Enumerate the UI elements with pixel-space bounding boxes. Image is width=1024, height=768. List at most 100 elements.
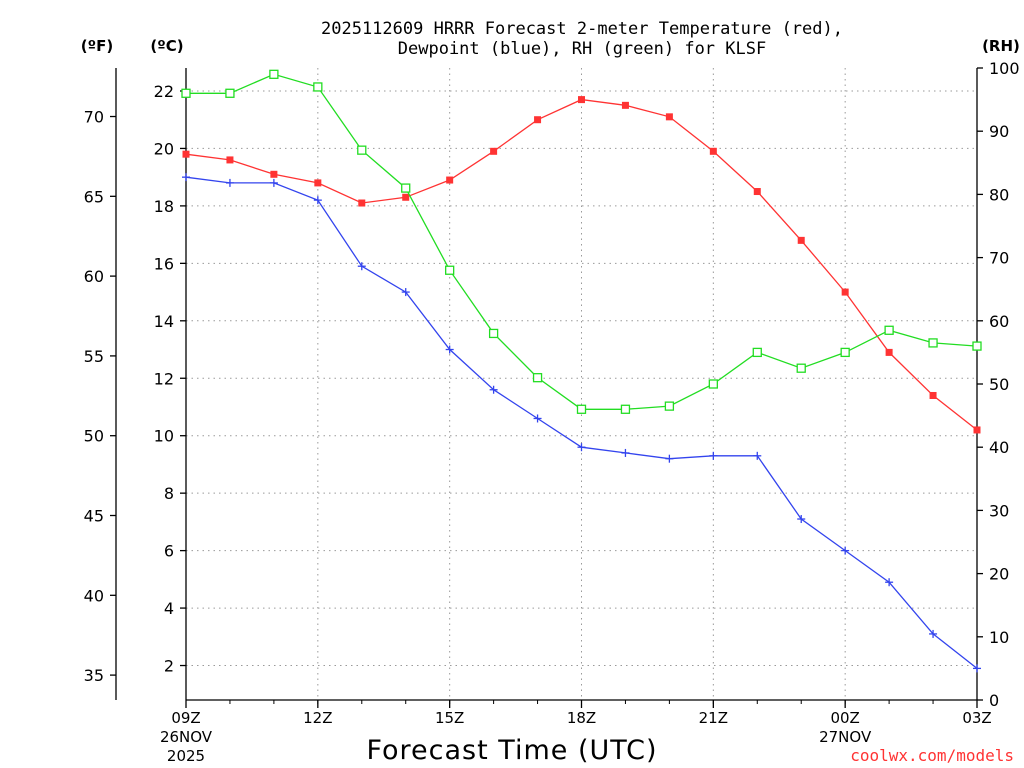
dewpoint-point [885, 578, 894, 587]
temperature-point [753, 188, 761, 196]
rh-point [576, 404, 587, 414]
chart-title-line-1: 2025112609 HRRR Forecast 2-meter Tempera… [321, 19, 843, 39]
dewpoint-point [182, 173, 190, 182]
celsius-tick-label: 20 [154, 139, 174, 158]
temperature-point [973, 426, 981, 434]
temperature-point [929, 391, 937, 399]
dewpoint-point [577, 443, 586, 452]
x-tick-date: 26NOV [160, 728, 213, 746]
dewpoint-point [357, 262, 366, 271]
celsius-axis: 2 4 6 8 10 12 14 16 18 20 22 [154, 82, 186, 676]
dewpoint-point [225, 178, 234, 187]
fahrenheit-tick-label: 70 [84, 108, 104, 127]
x-tick-label: 21Z [699, 709, 728, 727]
x-tick-label: 15Z [435, 709, 464, 727]
temperature-point [314, 179, 322, 187]
x-tick-date: 27NOV [819, 728, 872, 746]
celsius-tick-label: 8 [164, 484, 174, 503]
temperature-point [841, 288, 849, 296]
chart-title-line-2: Dewpoint (blue), RH (green) for KLSF [398, 39, 766, 59]
rh-point [796, 363, 806, 373]
rh-point [225, 88, 235, 98]
x-tick-label: 12Z [303, 709, 332, 727]
dewpoint-point [709, 451, 718, 460]
rh-point [752, 347, 762, 358]
temperature-point [270, 170, 278, 178]
rh-point [269, 69, 279, 79]
temperature-point [402, 193, 410, 201]
rh-tick-label: 90 [989, 122, 1009, 141]
rh-tick-label: 20 [989, 565, 1009, 584]
rh-point [357, 145, 367, 155]
rh-tick-label: 80 [989, 185, 1009, 204]
rh-point [313, 82, 323, 92]
celsius-tick-label: 22 [154, 82, 174, 101]
celsius-tick-label: 14 [154, 312, 174, 331]
temperature-point [665, 113, 673, 121]
fahrenheit-tick-label: 60 [84, 267, 104, 286]
temperature-point [797, 236, 805, 244]
rh-axis: 0 10 20 30 40 50 60 70 80 90 100 [977, 59, 1020, 710]
series-layer [181, 69, 982, 673]
rh-point [401, 183, 411, 193]
rh-point [664, 401, 675, 411]
dewpoint-point [841, 546, 850, 555]
dewpoint-point [533, 414, 542, 423]
rh-axis-label: (RH) [982, 37, 1020, 55]
celsius-tick-label: 6 [164, 542, 174, 561]
rh-tick-label: 30 [989, 501, 1009, 520]
fahrenheit-tick-label: 65 [84, 187, 104, 206]
temperature-point [490, 147, 498, 155]
dewpoint-point [489, 385, 498, 394]
celsius-axis-label: (ºC) [150, 37, 183, 55]
dewpoint-point [269, 178, 278, 187]
dewpoint-point [621, 448, 630, 457]
temperature-point [578, 96, 585, 104]
fahrenheit-tick-label: 40 [84, 586, 104, 605]
fahrenheit-tick-label: 50 [84, 427, 104, 446]
rh-point [488, 328, 499, 339]
credit-link[interactable]: coolwx.com/models [850, 746, 1014, 765]
dewpoint-point [313, 196, 322, 205]
fahrenheit-tick-label: 45 [84, 507, 104, 526]
temperature-point [358, 199, 366, 207]
rh-tick-label: 0 [989, 691, 999, 710]
rh-point [928, 338, 938, 348]
x-tick-label: 09Z [171, 709, 200, 727]
x-axis-title: Forecast Time (UTC) [366, 735, 657, 766]
temperature-point [534, 116, 542, 124]
dewpoint-point [445, 345, 454, 354]
celsius-tick-label: 12 [154, 369, 174, 388]
rh-point [840, 347, 850, 358]
fahrenheit-tick-label: 35 [84, 666, 104, 685]
rh-tick-label: 40 [989, 438, 1009, 457]
temperature-point [446, 176, 454, 184]
rh-point [972, 341, 982, 351]
temperature-point [621, 101, 629, 109]
rh-tick-label: 60 [989, 312, 1009, 331]
x-tick-label: 18Z [567, 709, 596, 727]
dewpoint-point [929, 629, 938, 638]
gridlines [186, 68, 977, 700]
x-tick-year: 2025 [167, 747, 205, 765]
dewpoint-point [797, 515, 806, 524]
celsius-tick-label: 10 [154, 427, 174, 446]
dewpoint-point [665, 454, 674, 463]
celsius-tick-label: 2 [164, 657, 174, 676]
celsius-tick-label: 4 [164, 599, 174, 618]
temperature-point [182, 150, 190, 158]
rh-tick-label: 50 [989, 375, 1009, 394]
rh-point [708, 379, 718, 389]
rh-point [620, 404, 631, 414]
x-tick-label: 03Z [962, 709, 991, 727]
x-tick-label: 00Z [830, 709, 859, 727]
rh-point [445, 265, 455, 275]
fahrenheit-axis-label: (ºF) [81, 37, 113, 55]
rh-tick-label: 10 [989, 628, 1009, 647]
dewpoint-point [973, 664, 981, 673]
rh-point [884, 325, 894, 335]
temperature-point [709, 147, 717, 155]
celsius-tick-label: 18 [154, 197, 174, 216]
